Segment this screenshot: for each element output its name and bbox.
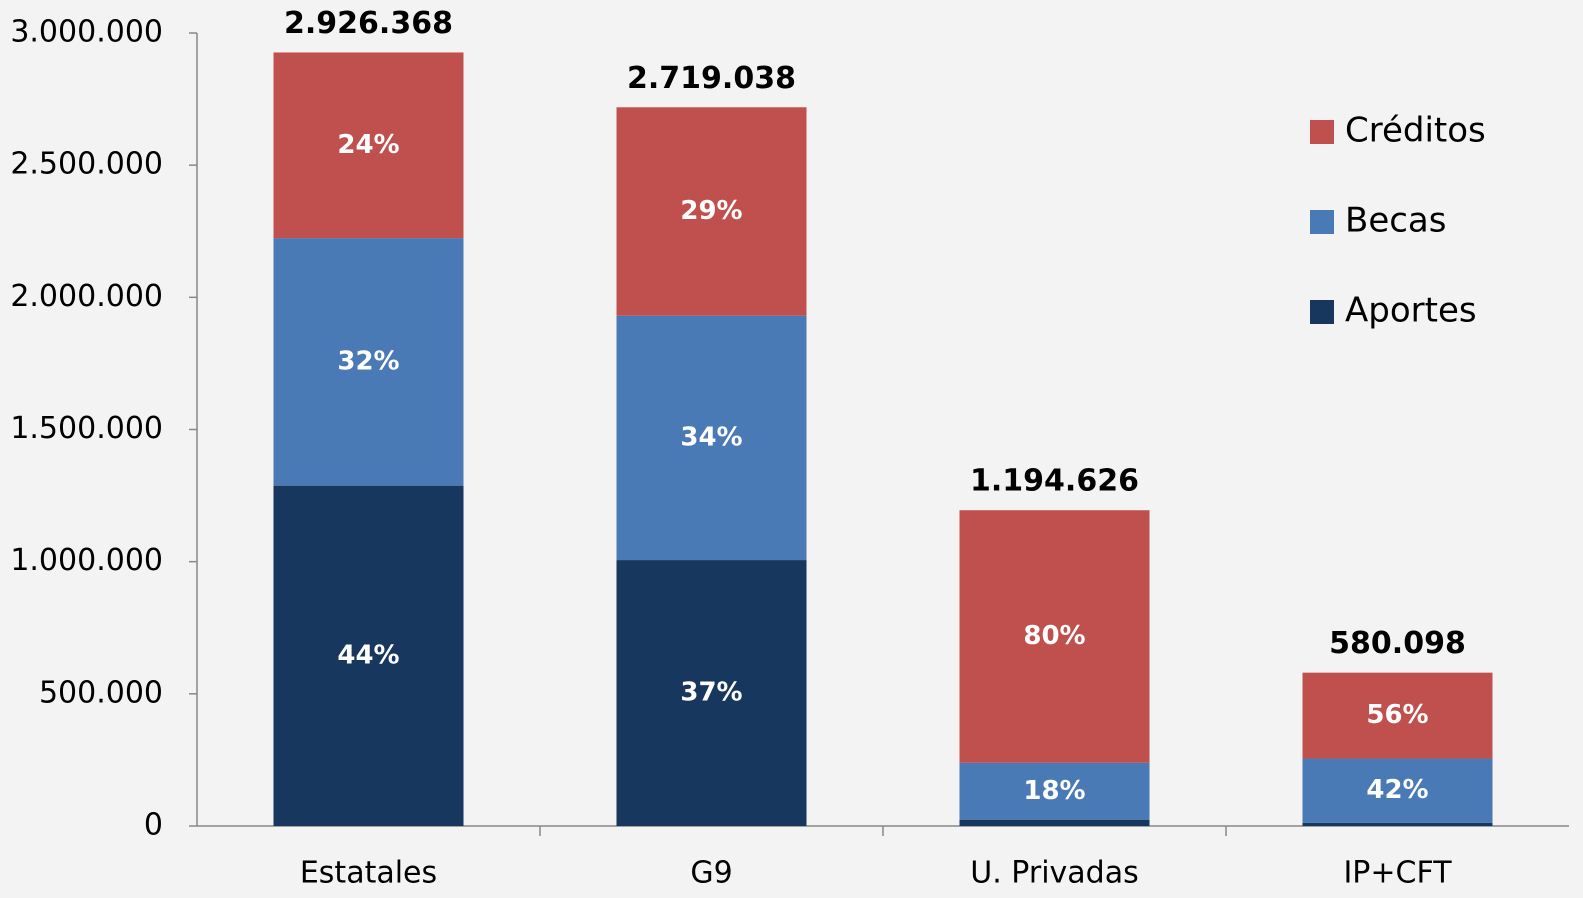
y-tick-label: 0 <box>144 808 163 843</box>
legend-label: Becas <box>1345 201 1447 241</box>
x-tick-label: U. Privadas <box>970 856 1138 891</box>
segment-label: 37% <box>680 678 742 708</box>
bar-segment <box>959 762 1150 820</box>
bar-segment <box>616 560 807 826</box>
y-tick-label: 500.000 <box>39 675 163 710</box>
bar-segment <box>1302 758 1493 823</box>
x-tick-label: Estatales <box>300 856 437 891</box>
segment-label: 29% <box>680 196 742 226</box>
legend-swatch <box>1310 120 1334 144</box>
y-tick-label: 1.500.000 <box>10 411 163 446</box>
segment-label: 56% <box>1366 700 1428 730</box>
segment-label: 24% <box>337 130 399 160</box>
y-tick-label: 2.500.000 <box>10 147 163 182</box>
bar-segment <box>959 510 1150 763</box>
segment-label: 32% <box>337 346 399 376</box>
bar-segment <box>959 819 1150 826</box>
x-tick-label: G9 <box>690 856 732 891</box>
segment-label: 34% <box>680 422 742 452</box>
legend-label: Créditos <box>1345 111 1486 151</box>
bar-segment <box>1302 672 1493 759</box>
segment-label: 44% <box>337 640 399 670</box>
total-label: 2.719.038 <box>627 61 796 96</box>
bar-segment <box>616 315 807 561</box>
x-tick-label: IP+CFT <box>1343 856 1452 891</box>
bar-segment <box>273 485 464 826</box>
segment-label: 18% <box>1023 776 1085 806</box>
total-label: 1.194.626 <box>970 464 1139 499</box>
y-tick-label: 3.000.000 <box>10 15 163 50</box>
segment-label: 42% <box>1366 775 1428 805</box>
y-tick-label: 2.000.000 <box>10 279 163 314</box>
legend-swatch <box>1310 300 1334 324</box>
bar-segment <box>273 238 464 486</box>
bar-segment <box>616 107 807 316</box>
bar-segment <box>1302 822 1493 826</box>
segment-label: 80% <box>1023 621 1085 651</box>
y-tick-label: 1.000.000 <box>10 543 163 578</box>
legend-label: Aportes <box>1345 291 1477 331</box>
bar-segment <box>273 52 464 239</box>
legend-swatch <box>1310 210 1334 234</box>
total-label: 580.098 <box>1329 626 1466 661</box>
total-label: 2.926.368 <box>284 6 453 41</box>
